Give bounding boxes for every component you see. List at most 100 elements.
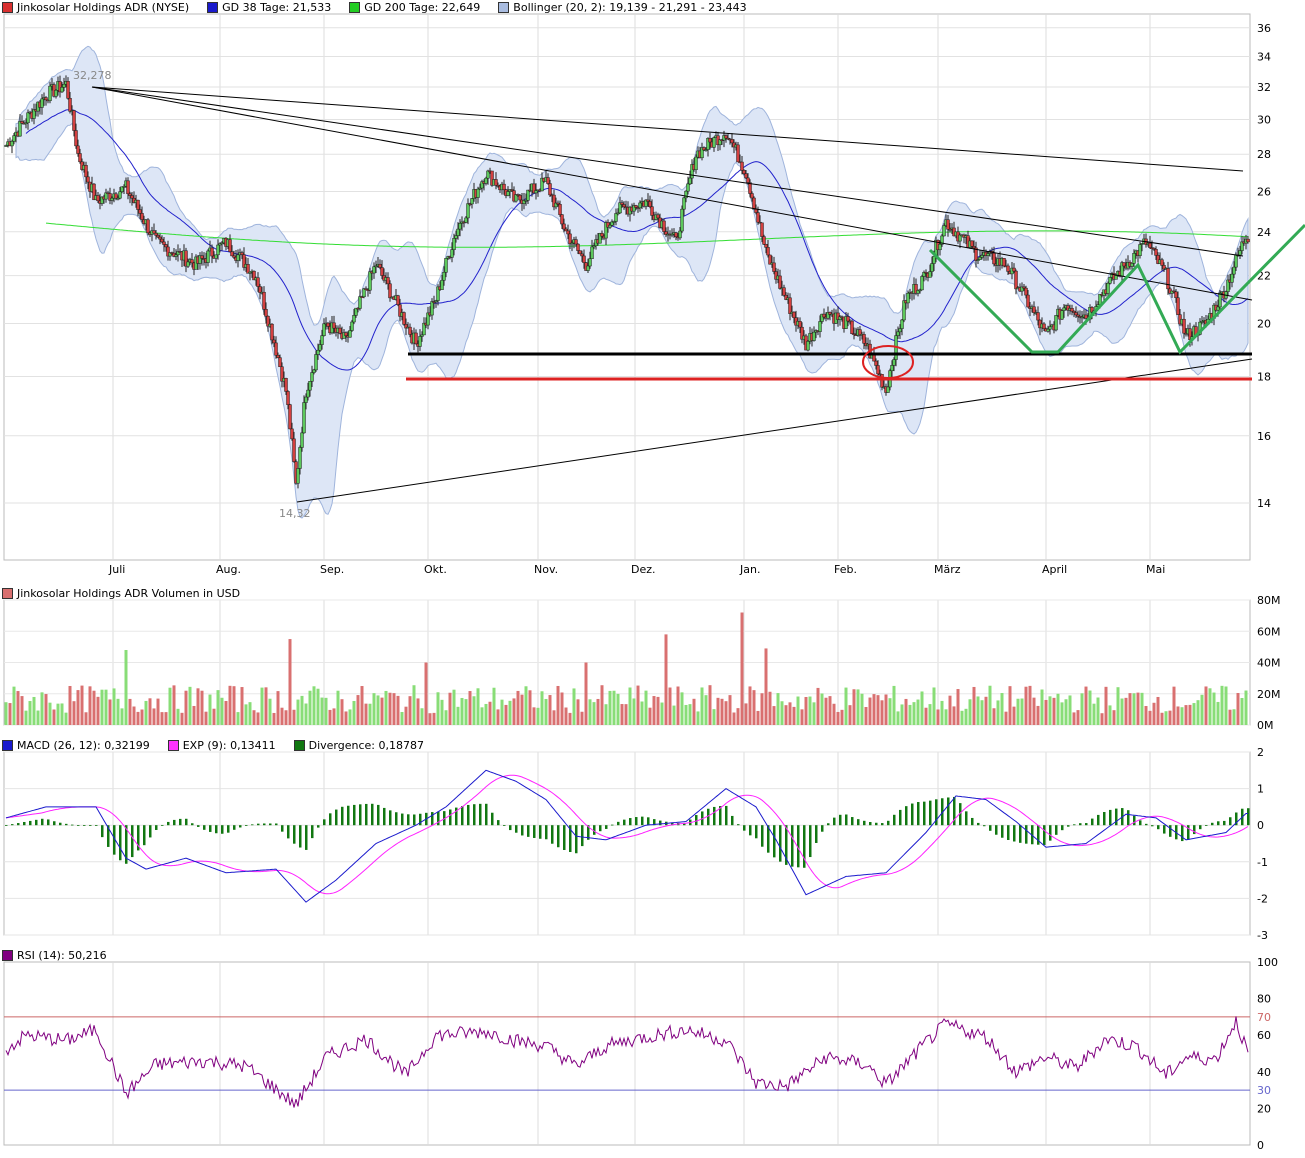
candle bbox=[576, 243, 580, 251]
divergence-bar bbox=[1139, 820, 1142, 826]
volume-bar bbox=[248, 702, 252, 725]
candle bbox=[578, 250, 582, 255]
volume-bar bbox=[668, 687, 672, 725]
legend-label: RSI (14): 50,216 bbox=[17, 948, 107, 962]
volume-bar bbox=[1088, 690, 1092, 725]
volume-bar bbox=[988, 685, 992, 725]
candle bbox=[66, 81, 70, 99]
divergence-bar bbox=[353, 804, 356, 826]
volume-bar bbox=[780, 701, 784, 725]
legend-label: Divergence: 0,18787 bbox=[308, 738, 424, 752]
candle bbox=[288, 404, 292, 430]
divergence-bar bbox=[815, 825, 818, 843]
volume-bar bbox=[992, 708, 996, 725]
volume-bar bbox=[92, 690, 96, 725]
candle bbox=[322, 323, 326, 336]
candle bbox=[444, 258, 448, 273]
volume-bar bbox=[332, 708, 336, 725]
volume-bar bbox=[128, 698, 132, 725]
volume-bar bbox=[600, 685, 604, 725]
volume-bar bbox=[228, 685, 232, 725]
divergence-bar bbox=[863, 820, 866, 826]
volume-bar bbox=[304, 703, 308, 725]
divergence-bar bbox=[185, 818, 188, 826]
volume-bar bbox=[556, 685, 560, 725]
volume-bar bbox=[1148, 710, 1152, 725]
volume-bar bbox=[1016, 698, 1020, 725]
divergence-bar bbox=[59, 822, 62, 826]
candle bbox=[1048, 326, 1052, 330]
volume-bar bbox=[1076, 710, 1080, 725]
divergence-bar bbox=[629, 818, 632, 826]
candle bbox=[464, 217, 468, 223]
divergence-bar bbox=[287, 825, 290, 839]
volume-bar bbox=[620, 704, 624, 725]
volume-bar bbox=[364, 703, 368, 725]
divergence-bar bbox=[1163, 825, 1166, 834]
candle bbox=[976, 259, 980, 261]
divergence-bar bbox=[533, 825, 536, 838]
candle bbox=[1074, 312, 1078, 316]
volume-bar bbox=[576, 699, 580, 725]
candle bbox=[372, 266, 376, 274]
volume-bar bbox=[432, 712, 436, 725]
volume-bar bbox=[376, 695, 380, 725]
volume-bar bbox=[352, 700, 356, 725]
divergence-bar bbox=[1133, 815, 1136, 826]
candle bbox=[928, 271, 932, 278]
candle bbox=[1138, 244, 1142, 256]
candle bbox=[846, 316, 850, 322]
candle bbox=[886, 386, 890, 393]
divergence-bar bbox=[467, 804, 470, 826]
volume-bar bbox=[580, 711, 584, 725]
candle bbox=[970, 240, 974, 247]
divergence-bar bbox=[923, 801, 926, 826]
volume-bar bbox=[964, 708, 968, 725]
volume-bar bbox=[1200, 694, 1204, 725]
volume-bar bbox=[612, 690, 616, 725]
candle bbox=[314, 354, 318, 371]
volume-bar bbox=[1040, 689, 1044, 725]
divergence-bar bbox=[635, 817, 638, 826]
divergence-bar bbox=[23, 821, 26, 826]
divergence-bar bbox=[1211, 822, 1214, 826]
divergence-bar bbox=[527, 825, 530, 837]
price-tick-label: 28 bbox=[1257, 148, 1271, 161]
candle bbox=[60, 87, 64, 93]
divergence-bar bbox=[89, 825, 92, 826]
divergence-bar bbox=[833, 817, 836, 826]
divergence-bar bbox=[77, 825, 80, 826]
volume-bar bbox=[908, 704, 912, 725]
volume-bar bbox=[552, 710, 556, 725]
divergence-bar bbox=[281, 825, 284, 832]
month-label: Jan. bbox=[739, 563, 760, 576]
candle bbox=[136, 199, 140, 210]
divergence-bar bbox=[161, 824, 164, 826]
candle bbox=[682, 197, 686, 210]
highlight-circle bbox=[862, 345, 914, 379]
candle bbox=[10, 141, 14, 147]
candle bbox=[1002, 258, 1006, 267]
volume-bar bbox=[1212, 692, 1216, 725]
divergence-bar bbox=[599, 825, 602, 832]
divergence-bar bbox=[569, 825, 572, 852]
volume-bar bbox=[532, 707, 536, 725]
high-annotation: 32,278 bbox=[73, 69, 112, 82]
divergence-bar bbox=[305, 825, 308, 850]
candle bbox=[494, 179, 498, 186]
candle bbox=[306, 389, 310, 398]
divergence-bar bbox=[227, 825, 230, 833]
legend-item: Bollinger (20, 2): 19,139 - 21,291 - 23,… bbox=[498, 1, 747, 14]
volume-bar bbox=[944, 709, 948, 725]
legend-swatch bbox=[498, 1, 510, 13]
divergence-bar bbox=[497, 820, 500, 826]
candle bbox=[310, 372, 314, 382]
divergence-bar bbox=[455, 807, 458, 826]
candle bbox=[300, 432, 304, 448]
volume-bar bbox=[420, 708, 424, 725]
divergence-bar bbox=[959, 803, 962, 826]
volume-bar bbox=[1104, 686, 1108, 725]
divergence-bar bbox=[329, 813, 332, 826]
candle bbox=[752, 197, 756, 210]
divergence-bar bbox=[173, 819, 176, 826]
